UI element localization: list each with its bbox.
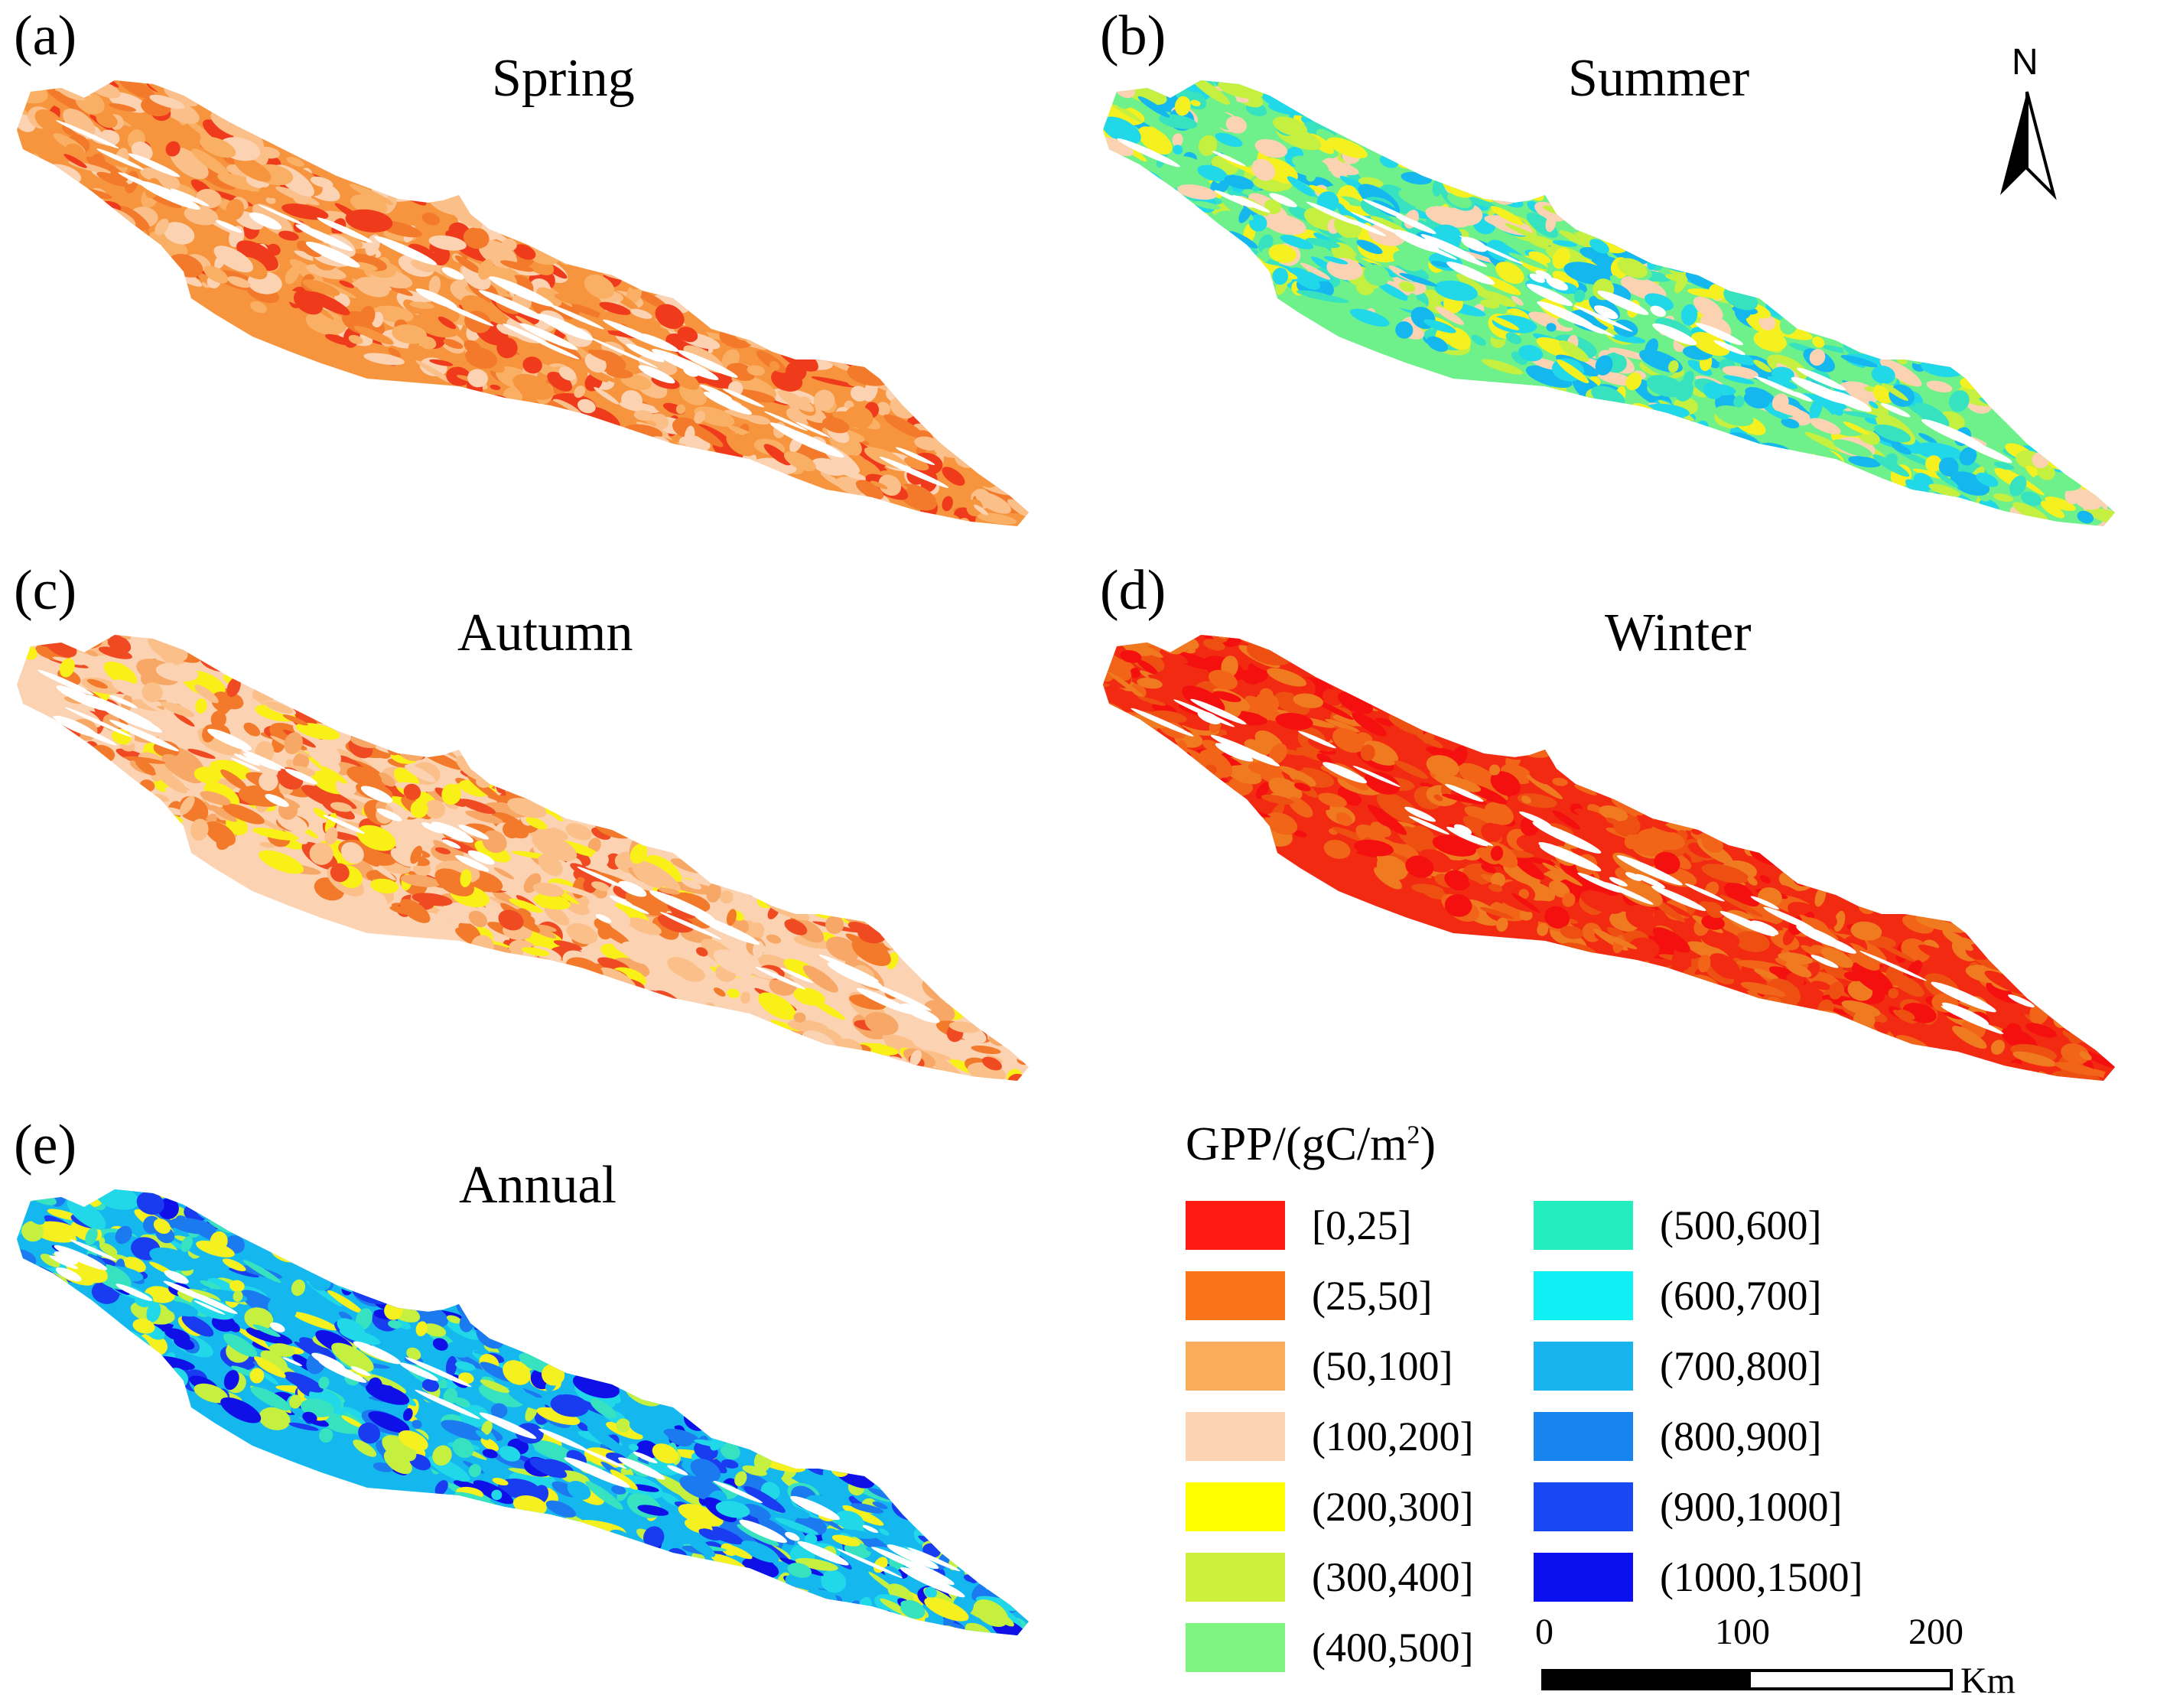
panel-label: (c) [14, 559, 77, 622]
legend-swatch [1186, 1342, 1285, 1391]
panel-title: Annual [459, 1156, 617, 1215]
map-panel-annual: (e) Annual [0, 1109, 1078, 1664]
legend-item: (25,50] [1186, 1271, 1614, 1322]
panel-label: (a) [14, 5, 77, 67]
legend-label: (300,400] [1312, 1554, 1474, 1600]
legend-swatch [1534, 1412, 1633, 1461]
legend-label: (600,700] [1660, 1273, 1822, 1319]
panel-label: (d) [1100, 559, 1166, 622]
winter-gpp-map [1103, 635, 2115, 1081]
gpp-legend: GPP/(gC/m2) [0,25] (25,50] (50,100] (100,20… [1182, 1121, 2023, 1702]
panel-title: Winter [1605, 603, 1752, 662]
legend-label: (500,600] [1660, 1202, 1822, 1248]
annual-gpp-map [17, 1189, 1029, 1635]
legend-item: (300,400] [1186, 1553, 1614, 1603]
legend-title-close: ) [1420, 1118, 1436, 1170]
legend-item: (400,500] [1186, 1623, 1614, 1674]
legend-label: (200,300] [1312, 1484, 1474, 1530]
scale-bar: 0 100 200 Km [1535, 1612, 2123, 1706]
panel-title: Summer [1568, 49, 1750, 108]
legend-swatch [1186, 1623, 1285, 1672]
spring-gpp-map [17, 80, 1029, 526]
legend-swatch [1186, 1412, 1285, 1461]
legend-label: [0,25] [1312, 1202, 1412, 1248]
scale-segment-black [1541, 1669, 1748, 1690]
legend-swatch [1186, 1201, 1285, 1250]
map-panel-autumn: (c) Autumn [0, 555, 1078, 1109]
autumn-gpp-map [17, 635, 1029, 1081]
legend-swatch [1186, 1553, 1285, 1602]
legend-title-exponent: 2 [1407, 1121, 1420, 1150]
legend-swatch [1534, 1482, 1633, 1531]
north-label: N [2012, 42, 2038, 83]
scale-unit: Km [1960, 1661, 2015, 1701]
legend-label: (700,800] [1660, 1343, 1822, 1389]
legend-swatch [1186, 1271, 1285, 1320]
legend-label: (25,50] [1312, 1273, 1433, 1319]
map-panel-spring: (a) Spring [0, 0, 1078, 555]
legend-swatch [1534, 1271, 1633, 1320]
scale-tick-label: 200 [1908, 1612, 1963, 1652]
legend-swatch [1534, 1553, 1633, 1602]
legend-item: [0,25] [1186, 1201, 1614, 1251]
legend-item: (100,200] [1186, 1412, 1614, 1462]
legend-label: (800,900] [1660, 1414, 1822, 1459]
scale-tick-label: 0 [1535, 1612, 1553, 1652]
legend-label: (100,200] [1312, 1414, 1474, 1459]
panel-title: Autumn [457, 603, 633, 662]
scale-segment-white [1748, 1669, 1953, 1690]
legend-swatch [1186, 1482, 1285, 1531]
legend-title-text: GPP/(gC/m [1186, 1118, 1407, 1170]
scale-tick-label: 100 [1715, 1612, 1770, 1652]
legend-swatch [1534, 1201, 1633, 1250]
legend-label: (1000,1500] [1660, 1554, 1863, 1600]
legend-label: (900,1000] [1660, 1484, 1843, 1530]
map-panel-winter: (d) Winter [1086, 555, 2157, 1109]
panel-label: (b) [1100, 5, 1166, 67]
legend-item: (200,300] [1186, 1482, 1614, 1533]
legend-item: (900,1000] [1534, 1482, 1962, 1533]
panel-label: (e) [14, 1114, 77, 1176]
legend-title: GPP/(gC/m2) [1186, 1121, 1436, 1168]
legend-item: (50,100] [1186, 1342, 1614, 1392]
north-arrow-icon [2000, 91, 2057, 200]
legend-item: (800,900] [1534, 1412, 1962, 1462]
map-panel-summer: (b) Summer [1086, 0, 2157, 555]
summer-gpp-map [1103, 80, 2115, 526]
legend-item: (700,800] [1534, 1342, 1962, 1392]
legend-item: (600,700] [1534, 1271, 1962, 1322]
panel-title: Spring [492, 49, 635, 108]
legend-label: (400,500] [1312, 1625, 1474, 1671]
legend-swatch [1534, 1342, 1633, 1391]
legend-item: (1000,1500] [1534, 1553, 1962, 1603]
legend-label: (50,100] [1312, 1343, 1453, 1389]
legend-item: (500,600] [1534, 1201, 1962, 1251]
